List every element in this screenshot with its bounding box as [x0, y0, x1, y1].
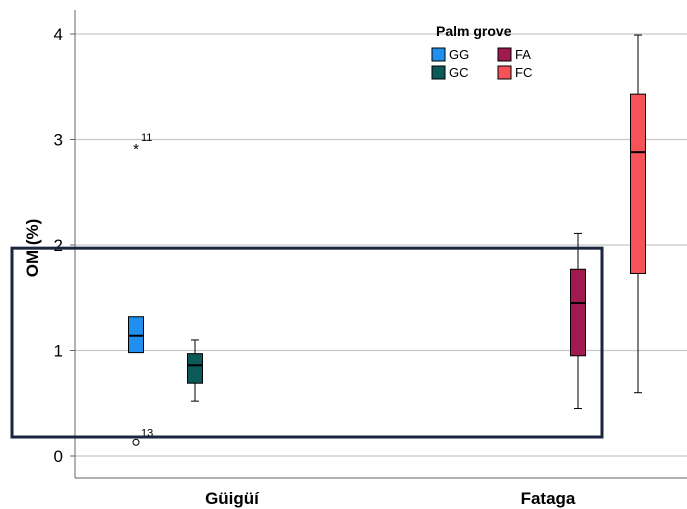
category-label-fataga: Fataga	[521, 489, 576, 508]
axes	[74, 10, 687, 479]
highlight-box	[10, 246, 604, 439]
box-body-fa	[570, 268, 586, 357]
outlier-label-11: 11	[141, 132, 152, 144]
grid-lines	[70, 33, 687, 457]
legend-label-fa: FA	[515, 47, 531, 62]
y-tick-label-2: 2	[54, 236, 63, 255]
y-tick-label-3: 3	[54, 131, 63, 150]
y-tick-labels: 0 1 2 3 4	[54, 25, 63, 466]
legend: Palm grove GG FA GC FC	[431, 23, 532, 80]
box-body-gc	[187, 353, 203, 384]
legend-swatch-fc	[497, 65, 512, 80]
legend-label-gc: GC	[449, 65, 469, 80]
box-fa	[570, 232, 586, 410]
box-gc	[187, 339, 203, 402]
y-tick-label-4: 4	[54, 25, 63, 44]
category-label-guigui: Güigüí	[205, 489, 260, 508]
legend-swatch-gc	[431, 65, 446, 80]
box-body-fc	[630, 93, 646, 274]
legend-swatch-fa	[497, 47, 512, 62]
legend-label-gg: GG	[449, 47, 469, 62]
outlier-gg	[132, 438, 140, 446]
x-category-labels: Güigüí Fataga	[205, 489, 576, 508]
legend-label-fc: FC	[515, 65, 532, 80]
y-tick-label-1: 1	[54, 342, 63, 361]
box-fc	[630, 34, 646, 394]
y-tick-label-0: 0	[54, 447, 63, 466]
outlier-extreme-gg: *	[133, 141, 139, 158]
legend-title: Palm grove	[436, 23, 512, 39]
box-body-gg	[128, 316, 144, 354]
legend-swatch-gg	[431, 47, 446, 62]
